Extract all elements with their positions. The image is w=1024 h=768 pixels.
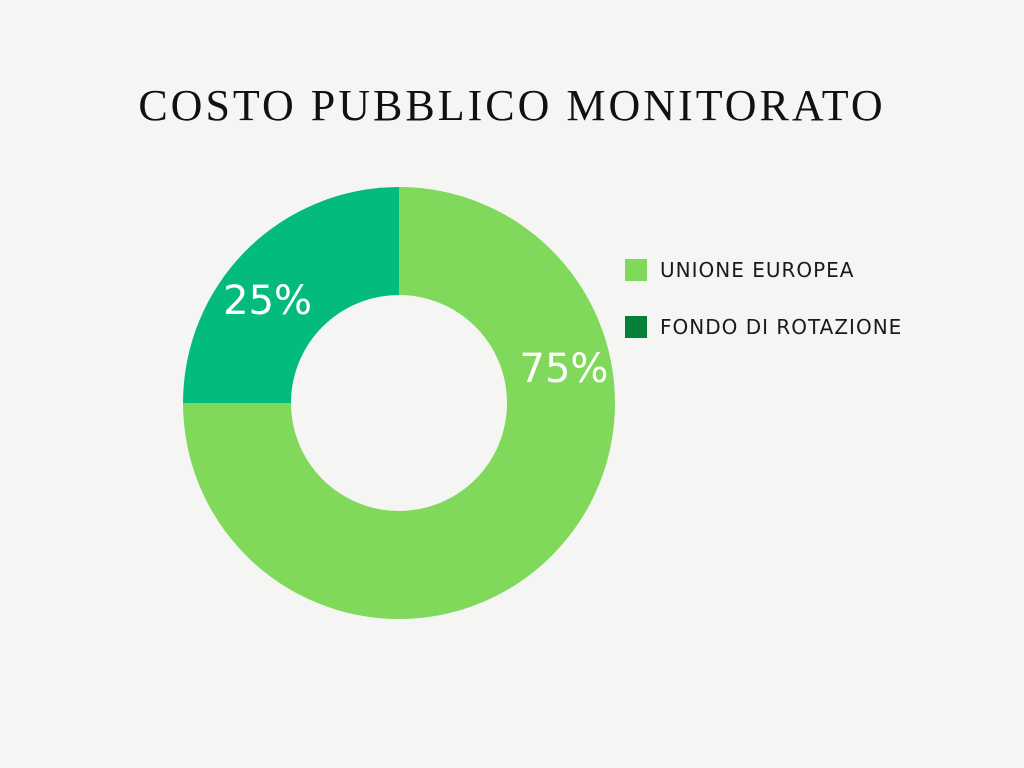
legend-item-fondo-di-rotazione[interactable]: FONDO DI ROTAZIONE (625, 315, 902, 339)
slices-group (183, 187, 615, 619)
legend-label-unione-europea: UNIONE EUROPEA (660, 258, 855, 282)
slice-label-fondo-di-rotazione: 25% (223, 278, 312, 324)
chart-title: COSTO PUBBLICO MONITORATO (138, 81, 886, 130)
legend-swatch-unione-europea (625, 259, 647, 281)
legend-item-unione-europea[interactable]: UNIONE EUROPEA (625, 258, 902, 282)
slice-label-unione-europea: 75% (520, 346, 609, 392)
slice-fondo-di-rotazione[interactable] (183, 187, 399, 403)
slice-unione-europea[interactable] (183, 187, 615, 619)
legend-label-fondo-di-rotazione: FONDO DI ROTAZIONE (660, 315, 903, 339)
legend-swatch-fondo-di-rotazione (625, 316, 647, 338)
legend: UNIONE EUROPEA FONDO DI ROTAZIONE (625, 258, 902, 372)
slice-labels-group: 75% 25% (223, 278, 608, 392)
